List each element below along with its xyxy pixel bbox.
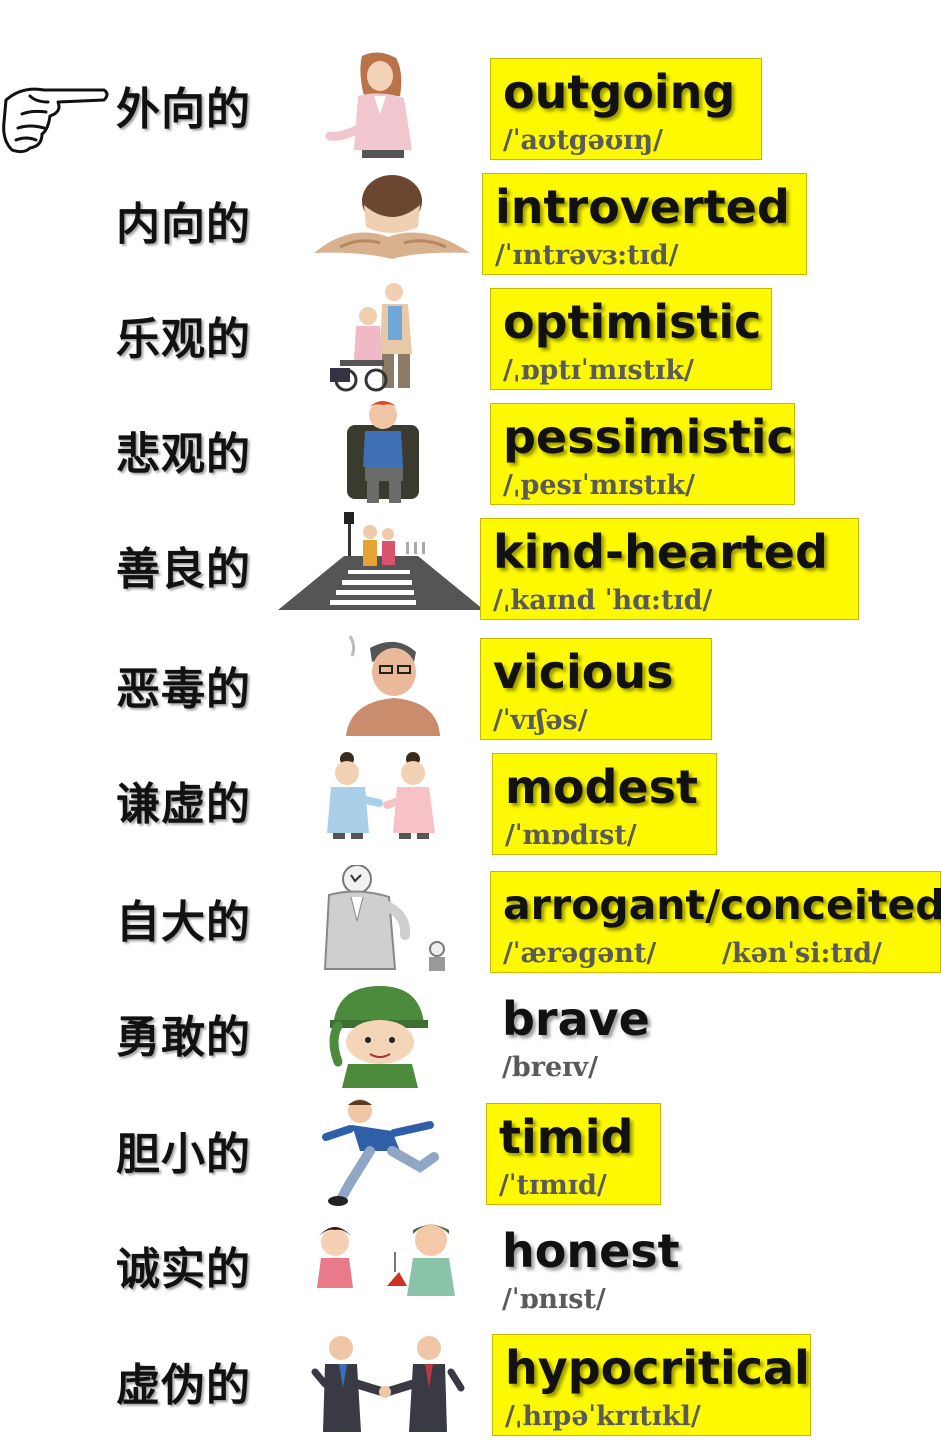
- phonetic: /ˈvɪʃəs/: [493, 705, 588, 736]
- chinese-term: 谦虚的: [116, 779, 251, 830]
- english-word: brave: [502, 992, 650, 1046]
- english-word: optimistic: [503, 295, 762, 349]
- vocab-row-vicious: 恶毒的 vicious /ˈvɪʃəs/: [0, 630, 941, 745]
- english-box: brave /breɪv/: [490, 986, 710, 1088]
- optimistic-wheelchair-pair-icon: [290, 282, 470, 392]
- english-box: pessimistic /ˌpesɪˈmɪstɪk/: [490, 403, 795, 505]
- outgoing-woman-icon: [300, 52, 480, 162]
- phonetic: /ˈmɒdɪst/: [505, 820, 637, 851]
- phonetic: /ˌkaɪnd ˈhɑ:tɪd/: [493, 585, 713, 616]
- vocab-row-timid: 胆小的 timid /ˈtɪmɪd/: [0, 1095, 941, 1210]
- phonetic: /ˈɪntrəvɜ:tɪd/: [495, 240, 679, 271]
- english-box: arrogant/conceited /ˈærəgənt/ /kənˈsi:tɪ…: [490, 871, 941, 973]
- phonetic: /ˌɒptɪˈmɪstɪk/: [503, 355, 694, 386]
- hypocritical-handshake-icon: [295, 1328, 475, 1438]
- vicious-smoking-man-icon: [300, 632, 480, 742]
- chinese-term: 恶毒的: [116, 664, 251, 715]
- chinese-term: 自大的: [116, 897, 251, 948]
- english-box: timid /ˈtɪmɪd/: [486, 1103, 661, 1205]
- chinese-term: 虚伪的: [116, 1360, 251, 1411]
- chinese-term: 悲观的: [116, 429, 251, 480]
- english-box: vicious /ˈvɪʃəs/: [480, 638, 712, 740]
- phonetic: /ˌhɪpəˈkrɪtɪkl/: [505, 1401, 701, 1432]
- chinese-term: 内向的: [116, 199, 251, 250]
- introverted-hiding-boy-icon: [300, 167, 480, 277]
- vocab-row-outgoing: 外向的 outgoing /ˈaʊtgəʊɪŋ/: [0, 50, 941, 165]
- brave-soldier-icon: [290, 980, 470, 1090]
- kind-crosswalk-icon: [278, 512, 484, 622]
- chinese-term: 胆小的: [116, 1129, 251, 1180]
- vocab-row-kind-hearted: 善良的 kind-hearted /ˌkaɪnd ˈhɑ:tɪd/: [0, 510, 941, 625]
- english-word: timid: [499, 1110, 634, 1164]
- english-word: honest: [502, 1224, 680, 1278]
- english-word: vicious: [493, 645, 674, 699]
- chinese-term: 勇敢的: [116, 1012, 251, 1063]
- phonetic: /ˈaʊtgəʊɪŋ/: [503, 125, 663, 156]
- chinese-term: 善良的: [116, 544, 251, 595]
- english-word: pessimistic: [503, 410, 794, 464]
- vocab-row-introverted: 内向的 introverted /ˈɪntrəvɜ:tɪd/: [0, 165, 941, 280]
- phonetic: /ˌpesɪˈmɪstɪk/: [503, 470, 695, 501]
- english-word: arrogant/conceited: [503, 881, 941, 929]
- english-word: modest: [505, 760, 699, 814]
- english-box: kind-hearted /ˌkaɪnd ˈhɑ:tɪd/: [480, 518, 859, 620]
- english-word: introverted: [495, 180, 790, 234]
- pointing-hand-icon: [2, 87, 109, 154]
- english-box: hypocritical /ˌhɪpəˈkrɪtɪkl/: [492, 1334, 811, 1436]
- english-word: outgoing: [503, 65, 736, 119]
- arrogant-big-man-icon: [295, 865, 475, 975]
- english-word: hypocritical: [505, 1341, 810, 1395]
- english-box: introverted /ˈɪntrəvɜ:tɪd/: [482, 173, 807, 275]
- chinese-term: 外向的: [116, 84, 251, 135]
- vocab-row-brave: 勇敢的 brave /breɪv/: [0, 978, 941, 1093]
- vocab-row-arrogant: 自大的 arrogant/conceited /ˈærəgənt/ /kənˈs…: [0, 863, 941, 978]
- honest-children-icon: [295, 1212, 475, 1322]
- vocab-row-honest: 诚实的 honest /ˈɒnɪst/: [0, 1210, 941, 1325]
- english-box: optimistic /ˌɒptɪˈmɪstɪk/: [490, 288, 772, 390]
- chinese-term: 诚实的: [116, 1244, 251, 1295]
- vocab-row-optimistic: 乐观的 optimistic /ˌɒptɪˈmɪstɪk/: [0, 280, 941, 395]
- pessimistic-man-chair-icon: [295, 397, 475, 507]
- modest-bowing-pair-icon: [295, 747, 475, 857]
- english-box: outgoing /ˈaʊtgəʊɪŋ/: [490, 58, 762, 160]
- vocab-row-modest: 谦虚的 modest /ˈmɒdɪst/: [0, 745, 941, 860]
- chinese-term: 乐观的: [116, 314, 251, 365]
- phonetic: /ˈtɪmɪd/: [499, 1170, 607, 1201]
- english-word: kind-hearted: [493, 525, 828, 579]
- timid-running-man-icon: [300, 1097, 480, 1207]
- phonetic: /breɪv/: [502, 1052, 598, 1083]
- phonetic: /ˈɒnɪst/: [502, 1284, 606, 1315]
- vocab-row-pessimistic: 悲观的 pessimistic /ˌpesɪˈmɪstɪk/: [0, 395, 941, 510]
- english-box: honest /ˈɒnɪst/: [490, 1218, 730, 1320]
- phonetic: /ˈærəgənt/ /kənˈsi:tɪd/: [503, 938, 882, 969]
- english-box: modest /ˈmɒdɪst/: [492, 753, 717, 855]
- vocab-row-hypocritical: 虚伪的 hypocritical /ˌhɪpəˈkrɪtɪkl/: [0, 1326, 941, 1441]
